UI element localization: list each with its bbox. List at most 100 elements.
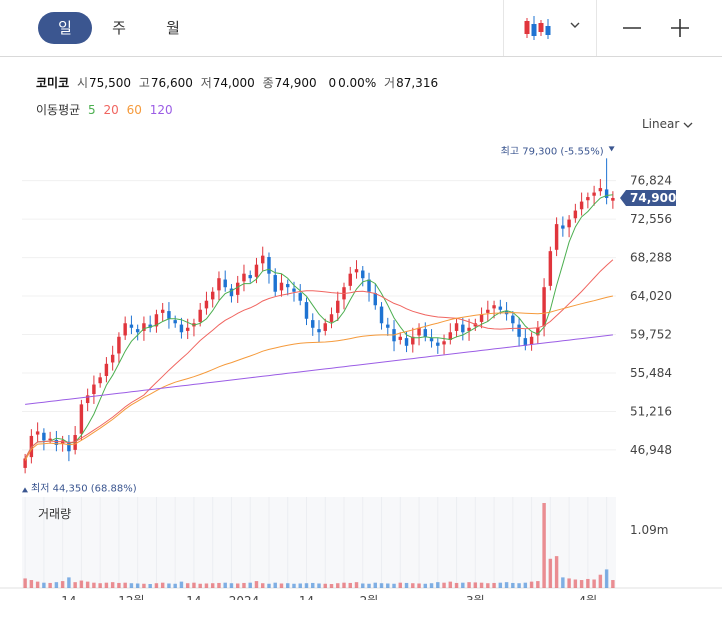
tab-daily[interactable]: 일 <box>38 12 92 44</box>
volume-bar <box>104 582 109 588</box>
volume-bar <box>267 583 271 588</box>
volume-bar <box>423 583 428 588</box>
candle <box>586 192 590 209</box>
volume-bar <box>248 582 252 588</box>
candle <box>154 309 159 333</box>
low-value: 74,000 <box>212 76 255 90</box>
chevron-down-icon[interactable] <box>566 16 584 34</box>
candle-body <box>154 314 159 327</box>
candle <box>336 291 340 322</box>
volume-bar <box>398 582 403 588</box>
change-pct: 0.00% <box>338 76 377 90</box>
volume-bar <box>110 582 115 588</box>
candle-body <box>204 300 209 309</box>
candle-body <box>479 314 484 322</box>
candle <box>454 318 459 338</box>
scale-selector[interactable]: Linear <box>642 117 693 131</box>
x-tick-label: 2월 <box>360 594 379 600</box>
volume-bar <box>361 583 365 588</box>
change-value: 0 <box>328 76 337 90</box>
price-summary: 코미코 시75,500 고76,600 저74,000 종74,900 0 0.0… <box>36 74 438 91</box>
plus-icon[interactable] <box>666 14 694 42</box>
candle-body <box>486 309 490 313</box>
volume-bar <box>461 582 465 588</box>
min-marker <box>22 487 28 493</box>
candle <box>517 317 521 347</box>
candle <box>429 329 434 348</box>
ma-60: 60 <box>126 103 142 117</box>
volume-bar <box>35 581 40 588</box>
x-tick-label: 4월 <box>579 594 598 600</box>
candle-body <box>235 282 240 295</box>
ma-120: 120 <box>149 103 173 117</box>
high-label: 고 <box>138 76 150 90</box>
low-label: 저 <box>200 76 212 90</box>
candle <box>23 453 27 474</box>
candle-body <box>279 282 284 291</box>
volume-bar <box>511 582 515 588</box>
candle-body <box>323 323 327 331</box>
candle <box>342 282 346 310</box>
candle <box>179 317 184 339</box>
candle-body <box>104 363 109 376</box>
volume-bar <box>523 582 528 588</box>
tab-weekly[interactable]: 주 <box>112 19 126 37</box>
candle <box>148 315 152 333</box>
candle-body <box>498 306 503 310</box>
price-chart[interactable]: 76,824 72,556 68,288 64,020 59,752 55,484 51,2… <box>0 130 722 600</box>
volume-bar <box>573 579 578 588</box>
volume-bar <box>586 578 590 588</box>
volume-bar <box>311 582 315 588</box>
x-tick-label: 12월 <box>118 594 144 600</box>
tab-monthly[interactable]: 월 <box>166 19 180 37</box>
ma-20: 20 <box>103 103 119 117</box>
candle-body <box>579 201 584 210</box>
volume-bar <box>454 582 459 588</box>
open-value: 75,500 <box>89 76 131 90</box>
volume-bar <box>54 582 59 588</box>
volume-bar <box>604 569 609 588</box>
candle-body <box>467 327 471 331</box>
volume-bar <box>404 582 409 588</box>
candle <box>386 317 390 336</box>
candle-body <box>267 257 271 274</box>
candle <box>85 388 90 412</box>
candle-body <box>573 210 578 219</box>
volume-bar <box>42 582 46 588</box>
volume-bar <box>292 583 296 588</box>
candle <box>529 332 534 351</box>
ma-120-line <box>25 334 613 405</box>
candlestick-icon[interactable] <box>522 14 552 42</box>
candle-body <box>517 324 521 337</box>
candle <box>573 203 578 223</box>
volume-bar <box>60 581 65 588</box>
candle-body <box>542 287 546 327</box>
volume-bar <box>154 583 159 588</box>
candle <box>167 302 171 329</box>
toolbar: 일 주 월 <box>0 0 722 57</box>
x-tick-label: 14 <box>299 594 314 600</box>
candle <box>129 315 134 335</box>
volume-bar <box>135 583 140 588</box>
candle <box>361 266 365 287</box>
candle-body <box>529 336 534 345</box>
candle <box>598 179 603 196</box>
candle-body <box>117 336 121 354</box>
candle <box>579 192 584 216</box>
candle <box>92 375 96 404</box>
candle-body <box>411 336 415 345</box>
candle-body <box>454 323 459 331</box>
y-tick-label: 68,288 <box>630 251 672 265</box>
volume-label-short: 거 <box>384 76 396 90</box>
candle <box>611 191 615 209</box>
volume-bar <box>129 583 134 588</box>
candle-body <box>592 192 596 196</box>
candle <box>523 329 528 351</box>
candle <box>135 324 140 341</box>
candle <box>304 297 309 326</box>
minus-icon[interactable] <box>618 14 646 42</box>
candle-body <box>423 329 428 337</box>
volume-bar <box>48 582 52 588</box>
candle <box>210 287 215 308</box>
candle-body <box>436 342 440 346</box>
